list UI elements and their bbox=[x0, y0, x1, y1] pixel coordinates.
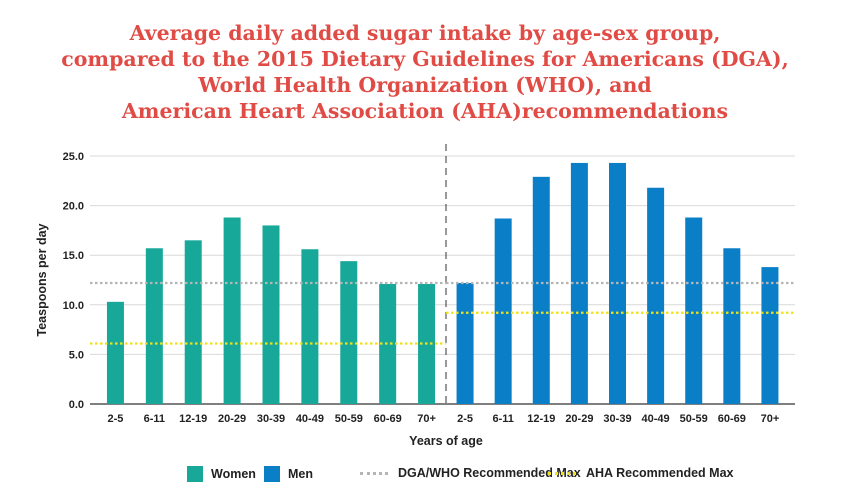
x-tick-label: 50-59 bbox=[335, 413, 363, 425]
x-tick-label: 60-69 bbox=[374, 413, 402, 425]
y-tick-label: 20.0 bbox=[63, 201, 84, 213]
legend-line-dga-who bbox=[360, 471, 388, 475]
x-tick-label: 2-5 bbox=[107, 413, 123, 425]
legend-label-dga-who: DGA/WHO Recommended Max bbox=[398, 466, 581, 480]
legend-swatch-women bbox=[187, 466, 203, 482]
bar-women bbox=[145, 248, 163, 404]
legend-item-men: Men bbox=[264, 466, 313, 482]
legend: Women Men DGA/WHO Recommended Max AHA Re… bbox=[0, 462, 850, 488]
y-axis-title: Teaspoons per day bbox=[35, 223, 49, 336]
y-tick-label: 25.0 bbox=[63, 151, 84, 163]
legend-label-women: Women bbox=[211, 467, 256, 481]
chart-title-line: World Health Organization (WHO), and bbox=[198, 73, 652, 97]
bar-men bbox=[456, 282, 474, 404]
x-tick-label: 6-11 bbox=[492, 413, 513, 425]
bar-men bbox=[685, 217, 703, 404]
bar-women bbox=[379, 283, 397, 404]
legend-swatch-men bbox=[264, 466, 280, 482]
bar-men bbox=[647, 187, 665, 404]
legend-label-men: Men bbox=[288, 467, 313, 481]
x-tick-label: 30-39 bbox=[257, 413, 285, 425]
x-axis-title: Years of age bbox=[409, 434, 483, 448]
chart-title-line: Average daily added sugar intake by age-… bbox=[129, 21, 721, 45]
bar-women bbox=[223, 217, 241, 404]
x-tick-label: 6-11 bbox=[144, 413, 165, 425]
x-tick-label: 20-29 bbox=[565, 413, 593, 425]
x-tick-label: 20-29 bbox=[218, 413, 246, 425]
y-tick-label: 5.0 bbox=[69, 349, 84, 361]
x-tick-label: 2-5 bbox=[457, 413, 473, 425]
legend-line-aha bbox=[548, 471, 576, 475]
x-tick-label: 70+ bbox=[417, 413, 436, 425]
bar-men bbox=[723, 248, 741, 404]
legend-item-dga-who: DGA/WHO Recommended Max bbox=[360, 466, 581, 480]
legend-item-women: Women bbox=[187, 466, 256, 482]
bar-women bbox=[106, 301, 124, 404]
y-tick-label: 15.0 bbox=[63, 250, 84, 262]
chart-title: Average daily added sugar intake by age-… bbox=[0, 20, 850, 124]
x-tick-label: 70+ bbox=[761, 413, 780, 425]
bar-women bbox=[184, 240, 202, 404]
chart-title-line: compared to the 2015 Dietary Guidelines … bbox=[61, 47, 789, 71]
bar-women bbox=[262, 225, 280, 404]
legend-label-aha: AHA Recommended Max bbox=[586, 466, 734, 480]
x-tick-label: 30-39 bbox=[603, 413, 631, 425]
bar-men bbox=[494, 218, 512, 404]
bar-chart: 0.0 5.0 10.0 15.0 20.0 25.0 2-5 6-11 12-19 20-29 3… bbox=[35, 144, 795, 448]
legend-item-aha: AHA Recommended Max bbox=[548, 466, 734, 480]
bar-women bbox=[340, 261, 358, 404]
bar-women bbox=[301, 249, 319, 404]
bar-men bbox=[761, 267, 779, 404]
y-tick-label: 0.0 bbox=[69, 399, 84, 411]
bar-men bbox=[570, 162, 588, 404]
x-tick-label: 12-19 bbox=[527, 413, 555, 425]
x-tick-label: 40-49 bbox=[642, 413, 670, 425]
chart-title-line: American Heart Association (AHA)recommen… bbox=[121, 99, 729, 123]
x-tick-label: 60-69 bbox=[718, 413, 746, 425]
x-tick-label: 40-49 bbox=[296, 413, 324, 425]
x-tick-label: 50-59 bbox=[680, 413, 708, 425]
y-tick-label: 10.0 bbox=[63, 300, 84, 312]
bar-men bbox=[532, 176, 550, 404]
x-tick-label: 12-19 bbox=[179, 413, 207, 425]
